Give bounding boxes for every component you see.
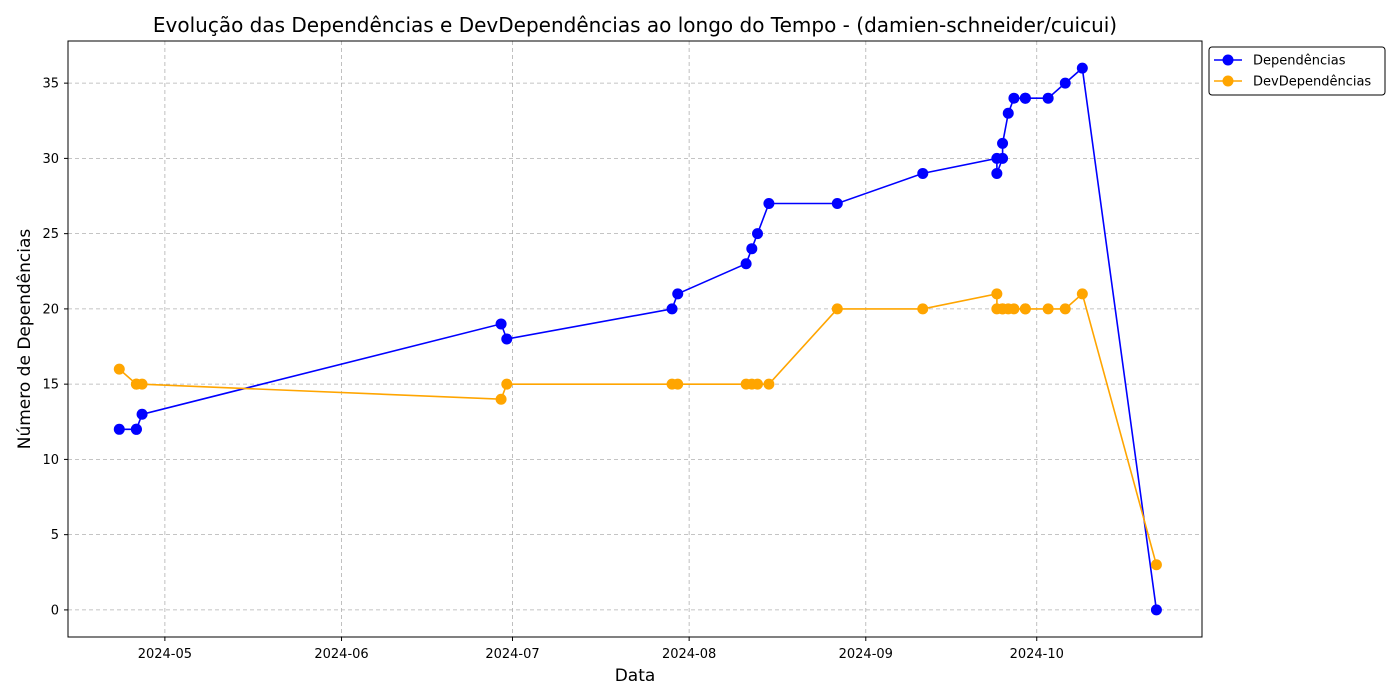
data-point — [1008, 303, 1019, 314]
data-point — [763, 379, 774, 390]
series-line — [119, 294, 1156, 565]
legend-marker — [1223, 76, 1234, 87]
data-point — [997, 138, 1008, 149]
series-layer — [114, 63, 1162, 616]
data-point — [672, 379, 683, 390]
data-point — [991, 288, 1002, 299]
y-tick-label: 0 — [51, 603, 59, 618]
y-tick-label: 30 — [42, 152, 59, 167]
y-tick-label: 5 — [51, 528, 59, 543]
data-point — [1008, 93, 1019, 104]
legend-label: Dependências — [1253, 54, 1346, 69]
data-point — [496, 394, 507, 405]
x-tick-label: 2024-09 — [839, 647, 893, 662]
legend-label: DevDependências — [1253, 75, 1371, 90]
data-point — [137, 379, 148, 390]
data-point — [917, 168, 928, 179]
x-tick-label: 2024-07 — [485, 647, 539, 662]
data-point — [1151, 559, 1162, 570]
data-point — [746, 243, 757, 254]
x-tick-label: 2024-10 — [1010, 647, 1064, 662]
y-tick-label: 15 — [42, 378, 59, 393]
legend: Dependências DevDependências — [1209, 47, 1385, 95]
data-point — [114, 424, 125, 435]
x-tick-label: 2024-05 — [138, 647, 192, 662]
data-point — [763, 198, 774, 209]
y-tick-label: 35 — [42, 77, 59, 92]
y-tick-label: 20 — [42, 302, 59, 317]
x-tick-label: 2024-06 — [314, 647, 368, 662]
data-point — [1003, 108, 1014, 119]
data-point — [496, 318, 507, 329]
data-point — [1077, 288, 1088, 299]
y-tick-label: 10 — [42, 453, 59, 468]
data-point — [752, 379, 763, 390]
x-axis-label: Data — [615, 666, 656, 686]
data-point — [832, 303, 843, 314]
data-point — [1043, 93, 1054, 104]
data-point — [1077, 63, 1088, 74]
data-point — [501, 334, 512, 345]
data-point — [1151, 604, 1162, 615]
data-point — [1020, 93, 1031, 104]
data-point — [137, 409, 148, 420]
data-point — [672, 288, 683, 299]
data-point — [114, 364, 125, 375]
data-point — [1043, 303, 1054, 314]
plot-frame — [68, 41, 1202, 637]
series-2 — [114, 288, 1162, 570]
data-point — [131, 424, 142, 435]
data-point — [501, 379, 512, 390]
series-line — [119, 68, 1156, 610]
data-point — [917, 303, 928, 314]
chart-title: Evolução das Dependências e DevDependênc… — [153, 13, 1117, 37]
series-1 — [114, 63, 1162, 616]
data-point — [1020, 303, 1031, 314]
legend-marker — [1223, 55, 1234, 66]
grid — [68, 41, 1202, 637]
data-point — [667, 303, 678, 314]
data-point — [752, 228, 763, 239]
ticks: 2024-05 2024-06 2024-07 2024-08 2024-09 2024-… — [42, 77, 1063, 662]
data-point — [1060, 78, 1071, 89]
data-point — [997, 153, 1008, 164]
data-point — [741, 258, 752, 269]
data-point — [991, 168, 1002, 179]
data-point — [832, 198, 843, 209]
y-axis-label: Número de Dependências — [15, 229, 35, 450]
data-point — [1060, 303, 1071, 314]
y-tick-label: 25 — [42, 227, 59, 242]
x-tick-label: 2024-08 — [662, 647, 716, 662]
